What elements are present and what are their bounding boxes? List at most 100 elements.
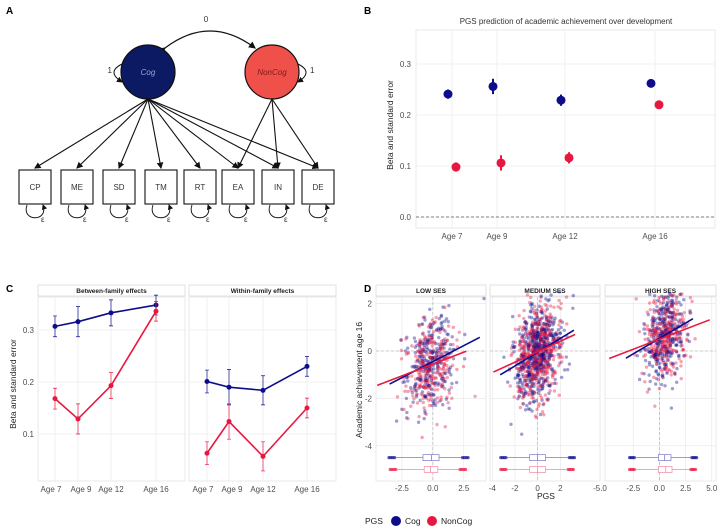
panel-d-point-cog — [412, 384, 417, 389]
panel-d-point-cog — [540, 358, 544, 362]
panel-d-point-cog — [536, 332, 540, 336]
panel-d-point-noncog — [418, 383, 423, 387]
panel-d-point-noncog — [560, 360, 564, 364]
panel-d-point-cog — [428, 307, 432, 312]
panel-d-point-cog — [440, 320, 444, 325]
panel-d-point-cog — [535, 358, 540, 362]
panel-d-point-noncog — [528, 331, 533, 336]
panel-d-point-noncog — [530, 378, 535, 383]
panel-c-facet-title: Between-family effects — [76, 288, 147, 295]
panel-d-point-cog — [540, 383, 545, 387]
panel-d-point-cog — [423, 379, 428, 383]
panel-d-facet-title: MEDIUM SES — [524, 288, 566, 295]
panel-d-point-noncog — [540, 324, 545, 328]
panel-d-point-cog — [447, 303, 451, 308]
panel-d-point-noncog — [425, 342, 429, 347]
panel-d-point-noncog — [518, 342, 522, 346]
panel-d-point-noncog — [520, 328, 525, 333]
panel-d-point-cog — [548, 333, 552, 337]
panel-d-point-cog — [542, 328, 546, 333]
panel-d-point-noncog — [409, 388, 413, 392]
panel-d-point-noncog — [688, 311, 692, 315]
panel-d-point-noncog — [532, 337, 537, 342]
panel-d-point-cog — [540, 398, 544, 402]
panel-d-point-cog — [536, 342, 540, 346]
panel-d-point-cog — [527, 401, 532, 405]
panel-d-point-noncog — [533, 343, 538, 347]
panel-d-point-cog — [421, 361, 425, 366]
panel-d-boxplot-outlier-cog — [387, 456, 391, 460]
panel-d-point-noncog — [419, 373, 423, 377]
panel-d-point-cog — [655, 321, 659, 325]
panel-d-point-noncog — [679, 376, 683, 381]
panel-c-point-noncog — [304, 405, 310, 411]
panel-d-point-cog — [534, 342, 538, 346]
panel-d-point-noncog — [531, 396, 536, 401]
panel-d-point-cog — [517, 384, 521, 389]
panel-d-point-cog — [426, 366, 430, 371]
panel-d-point-cog — [535, 334, 540, 338]
panel-d-point-noncog — [647, 332, 652, 337]
panel-d-point-cog — [670, 386, 675, 391]
panel-d-point-cog — [527, 364, 531, 368]
panel-d-point-noncog — [528, 343, 532, 347]
panel-d-point-noncog — [557, 298, 561, 303]
panel-d-point-cog — [686, 333, 690, 337]
panel-d-point-cog — [549, 293, 553, 297]
panel-d-point-cog — [637, 377, 642, 382]
panel-d-point-noncog — [551, 373, 555, 377]
panel-d-point-cog — [551, 323, 555, 327]
panel-d-point-cog — [413, 364, 417, 368]
panel-d-point-noncog — [395, 395, 400, 399]
panel-d-point-cog — [438, 350, 442, 355]
panel-d-point-noncog — [536, 358, 540, 362]
panel-d-point-cog — [427, 340, 431, 345]
panel-d-point-noncog — [528, 371, 532, 375]
panel-d-point-noncog — [418, 384, 423, 389]
panel-d-point-cog — [667, 291, 672, 295]
panel-d-point-noncog — [427, 334, 431, 339]
panel-d-point-noncog — [406, 350, 411, 355]
panel-d-point-cog — [530, 350, 534, 354]
panel-d-point-noncog — [534, 331, 538, 335]
panel-d-point-noncog — [422, 354, 426, 358]
panel-d-point-cog — [429, 368, 434, 372]
panel-d-point-cog — [550, 334, 555, 338]
panel-d-point-cog — [438, 327, 443, 331]
panel-d-point-cog — [539, 353, 543, 357]
panel-b-point-cog — [443, 89, 453, 99]
panel-d-point-noncog — [672, 293, 676, 297]
panel-d-point-cog — [420, 390, 425, 394]
panel-d-point-cog — [427, 330, 431, 334]
panel-d-point-noncog — [661, 348, 665, 352]
panel-d-point-noncog — [431, 377, 436, 381]
panel-d-point-cog — [422, 394, 427, 398]
panel-d-boxplot-outlier-noncog — [388, 467, 392, 472]
panel-d-point-noncog — [439, 347, 443, 351]
panel-d-point-cog — [551, 335, 555, 340]
error-label-tm: ε — [167, 215, 171, 224]
panel-d-point-noncog — [524, 364, 528, 368]
panel-d-point-noncog — [654, 334, 658, 339]
panel-d-point-cog — [544, 328, 549, 332]
panel-d-point-cog — [560, 320, 565, 324]
panel-d-point-noncog — [445, 338, 450, 342]
panel-d-point-noncog — [524, 342, 529, 347]
panel-d-point-cog — [670, 303, 674, 308]
panel-d-point-cog — [435, 355, 439, 359]
panel-d-point-cog — [423, 394, 428, 399]
panel-d-point-noncog — [512, 395, 516, 399]
panel-d-point-noncog — [680, 343, 684, 347]
panel-d-point-cog — [659, 382, 664, 387]
panel-d-point-noncog — [677, 356, 681, 361]
panel-d-point-cog — [434, 328, 439, 332]
panel-d-point-noncog — [435, 387, 440, 392]
panel-d-point-noncog — [430, 340, 435, 344]
panel-d-point-noncog — [531, 331, 536, 336]
panel-d-point-noncog — [531, 335, 535, 339]
panel-d-point-noncog — [532, 362, 536, 367]
error-label-cp: ε — [41, 215, 45, 224]
panel-d-point-cog — [418, 360, 422, 365]
panel-d-point-cog — [423, 340, 427, 344]
panel-b-ytick: 0.2 — [400, 111, 412, 120]
